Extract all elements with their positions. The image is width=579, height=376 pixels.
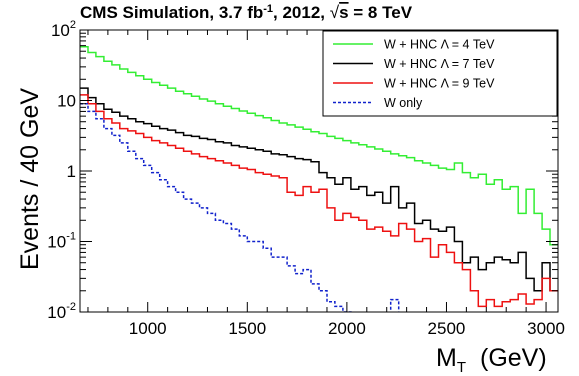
legend-box (322, 30, 558, 117)
series-line-4 (80, 102, 400, 312)
x-axis-label: MT (GeV) (436, 344, 547, 376)
x-tick-label: 2500 (428, 319, 466, 338)
legend-label: W only (384, 96, 423, 110)
sqrt-icon: √ (330, 3, 340, 22)
x-tick-label: 3000 (527, 319, 565, 338)
y-tick-label: 102 (51, 19, 76, 40)
series-line-3 (80, 94, 558, 308)
title-sup: -1 (263, 3, 273, 15)
legend: W + HNC Λ = 4 TeV W + HNC Λ = 7 TeV W + HN… (322, 30, 558, 117)
legend-label: W + HNC Λ = 9 TeV (384, 77, 495, 91)
chart-title: CMS Simulation, 3.7 fb-1, 2012, √s = 8 T… (80, 3, 413, 22)
x-axis-label-unit: (GeV) (480, 344, 547, 372)
x-tick-label: 1500 (228, 319, 266, 338)
x-tick-label: 1000 (129, 319, 167, 338)
y-axis-label: Events / 40 GeV (16, 88, 44, 270)
series-line-2 (80, 87, 558, 292)
series-line-1 (80, 45, 558, 246)
y-tick-label: 10-2 (47, 301, 76, 322)
legend-label: W + HNC Λ = 7 TeV (384, 57, 495, 71)
title-mid: , 2012, (273, 3, 330, 22)
legend-label: W + HNC Λ = 4 TeV (384, 38, 495, 52)
y-tick-label: 10-1 (47, 231, 76, 252)
x-axis-label-sub: T (457, 359, 466, 376)
x-axis-label-main: M (436, 344, 457, 372)
tick-labels-layer: 1000 1500 2000 2500 3000 102 10 1 10-1 10-2 (47, 19, 565, 338)
title-sqrt-arg: s (339, 3, 348, 22)
y-tick-label: 10 (57, 92, 76, 111)
series-layer (80, 45, 558, 312)
x-tick-label: 2000 (328, 319, 366, 338)
title-lead: CMS Simulation, 3.7 fb (80, 3, 263, 22)
y-tick-label: 1 (67, 162, 76, 181)
title-tail: = 8 TeV (349, 3, 413, 22)
